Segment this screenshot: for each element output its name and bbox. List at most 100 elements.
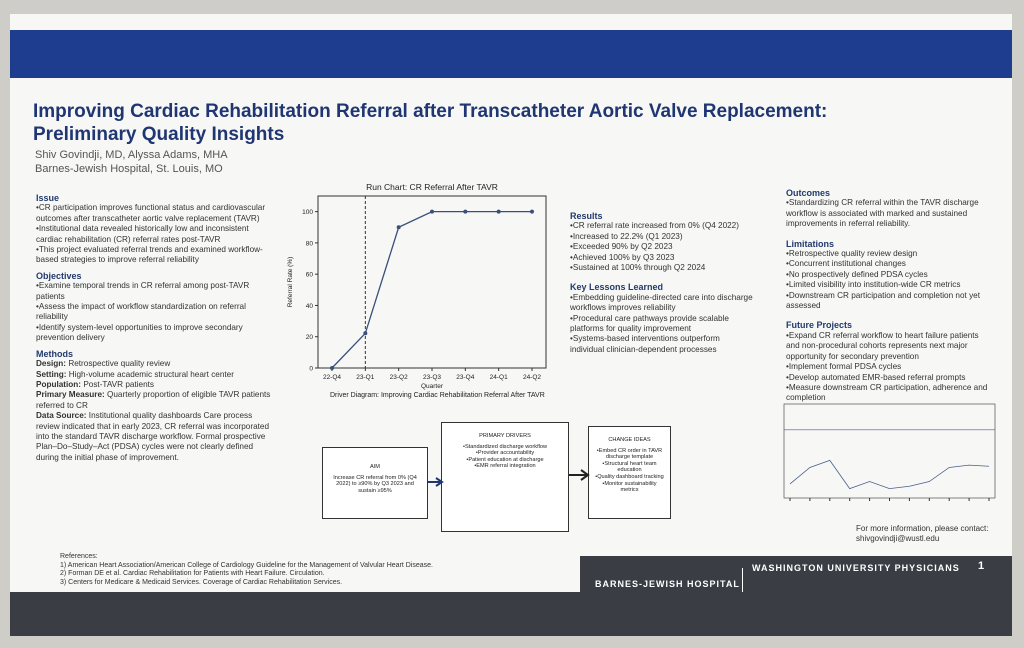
bullet: Assess the impact of workflow standardiz… xyxy=(36,302,274,323)
series-line xyxy=(789,459,990,490)
small-run-chart xyxy=(783,403,996,501)
x-tick-label: 24-Q2 xyxy=(523,374,541,381)
heading: Objectives xyxy=(36,270,82,281)
bullet: CR referral rate increased from 0% (Q4 2… xyxy=(570,221,755,231)
heading: Outcomes xyxy=(786,188,831,198)
right-column: OutcomesStandardizing CR referral within… xyxy=(786,183,991,404)
method-item: Primary Measure: Quarterly proportion of… xyxy=(36,390,274,411)
bullet: Institutional data revealed historically… xyxy=(36,224,274,245)
contact-email: shivgovindji@wustl.edu xyxy=(856,534,940,544)
reference: 2) Forman DE et al. Cardiac Rehabilitati… xyxy=(60,570,325,577)
bullet: Embedding guideline-directed care into d… xyxy=(570,293,755,314)
bullet: Identify system-level opportunities to i… xyxy=(36,323,274,344)
reference: 1) American Heart Association/American C… xyxy=(60,561,433,569)
method-item: Setting: High-volume academic structural… xyxy=(36,370,274,380)
y-tick-label: 80 xyxy=(306,240,314,247)
diagram-node: AIM Increase CR referral from 0% (Q4 2022… xyxy=(322,447,428,519)
footer-left: BARNES-JEWISH HOSPITAL xyxy=(595,579,740,589)
data-point xyxy=(463,209,468,214)
bullet: Concurrent institutional changes xyxy=(786,259,991,269)
footer-band xyxy=(10,592,1012,636)
method-label: Population: xyxy=(36,379,82,389)
heading: Methods xyxy=(36,348,73,359)
y-tick-label: 40 xyxy=(306,303,314,310)
diagram-item: Provider accountability xyxy=(446,450,564,457)
diagram-node-label: CHANGE IDEAS xyxy=(608,437,651,443)
reference: 3) Centers for Medicare & Medicaid Servi… xyxy=(60,578,343,586)
method-text: Retrospective quality review xyxy=(68,359,171,369)
bullet: Procedural care pathways provide scalabl… xyxy=(570,314,755,335)
authors: Shiv Govindji, MD, Alyssa Adams, MHA xyxy=(35,149,228,161)
y-axis-label: Referral Rate (%) xyxy=(287,257,294,308)
diagram-node-label: AIM xyxy=(370,464,380,470)
bullet: Limited visibility into institution-wide… xyxy=(786,280,991,290)
bullet: Standardizing CR referral within the TAV… xyxy=(786,198,991,229)
diagram-item: EMR referral integration xyxy=(446,463,564,470)
method-label: Setting: xyxy=(36,369,67,379)
data-point xyxy=(330,366,334,370)
bullet: CR participation improves functional sta… xyxy=(36,203,274,224)
footer-right: WASHINGTON UNIVERSITY PHYSICIANS xyxy=(752,563,960,573)
references: References: 1) American Heart Association… xyxy=(60,553,433,587)
series-line xyxy=(331,210,532,369)
heading: Key Lessons Learned xyxy=(570,282,664,293)
diagram-item: Monitor sustainability metrics xyxy=(593,481,666,494)
y-tick-label: 0 xyxy=(309,366,313,373)
footer-box xyxy=(580,556,1012,592)
bullet: Increased to 22.2% (Q1 2023) xyxy=(570,232,755,242)
results-column: ResultsCR referral rate increased from 0… xyxy=(570,206,755,355)
diagram-node: CHANGE IDEAS Embed CR order in TAVR disch… xyxy=(588,426,671,519)
diagram-node: PRIMARY DRIVERS Standardized discharge wo… xyxy=(441,422,569,532)
method-text: High-volume academic structural heart ce… xyxy=(68,369,234,379)
diagram-node-label: PRIMARY DRIVERS xyxy=(479,433,531,439)
bullet: Sustained at 100% through Q2 2024 xyxy=(570,263,755,273)
diagram-item: Quality dashboard tracking xyxy=(593,474,666,481)
diagram-item: Patient education at discharge xyxy=(446,457,564,464)
data-point xyxy=(363,331,368,336)
y-tick-label: 100 xyxy=(302,209,313,216)
x-axis-label: Quarter xyxy=(421,383,444,390)
bullet: Examine temporal trends in CR referral a… xyxy=(36,281,274,302)
heading: Limitations xyxy=(786,238,835,249)
method-item: Data Source: Institutional quality dashb… xyxy=(36,411,274,463)
y-tick-label: 20 xyxy=(306,334,314,341)
x-tick-label: 23-Q2 xyxy=(390,374,408,381)
affiliation: Barnes-Jewish Hospital, St. Louis, MO xyxy=(35,163,223,175)
heading: Future Projects xyxy=(786,320,853,331)
bullet: This project evaluated referral trends a… xyxy=(36,245,274,266)
data-point xyxy=(530,209,534,214)
diagram-item: Embed CR order in TAVR discharge templat… xyxy=(593,448,666,461)
method-label: Primary Measure: xyxy=(36,390,105,400)
y-tick-label: 60 xyxy=(306,272,314,279)
diagram-item: Structural heart team education xyxy=(593,461,666,474)
plot-frame xyxy=(317,195,547,369)
top-band xyxy=(10,30,1012,78)
contact: For more information, please contact: shi… xyxy=(856,524,989,545)
bullet: Implement formal PDSA cycles xyxy=(786,362,991,372)
heading: Results xyxy=(570,211,603,221)
contact-text: For more information, please contact: xyxy=(856,524,989,533)
left-column: IssueCR participation improves functiona… xyxy=(36,188,274,463)
bullet: No prospectively defined PDSA cycles xyxy=(786,270,991,280)
title: Improving Cardiac Rehabilitation Referra… xyxy=(33,101,828,145)
data-point xyxy=(496,209,501,214)
method-item: Population: Post-TAVR patients xyxy=(36,380,274,390)
x-tick-label: 22-Q4 xyxy=(323,374,341,381)
data-point xyxy=(430,209,434,214)
references-heading: References: xyxy=(60,553,98,560)
bullet: Measure downstream CR participation, adh… xyxy=(786,383,991,404)
run-chart: Run Chart: CR Referral After TAVR 0 20 40 60… xyxy=(287,182,547,390)
x-tick-label: 23-Q1 xyxy=(356,374,374,381)
bullet: Systems-based interventions outperform i… xyxy=(570,334,755,355)
method-item: Design: Retrospective quality review xyxy=(36,359,274,369)
method-text: Institutional quality dashboards Care pr… xyxy=(36,411,270,462)
x-tick-label: 23-Q4 xyxy=(456,374,474,381)
plot-frame xyxy=(783,403,996,499)
method-text: Quarterly proportion of eligible TAVR pa… xyxy=(36,390,271,410)
bullet: Downstream CR participation and completi… xyxy=(786,291,991,312)
diagram-item: Increase CR referral from 0% (Q4 2022) t… xyxy=(333,474,417,494)
x-tick-label: 23-Q3 xyxy=(423,374,441,381)
diagram-title: Driver Diagram: Improving Cardiac Rehabi… xyxy=(330,392,545,399)
page-number: 1 xyxy=(978,560,985,572)
